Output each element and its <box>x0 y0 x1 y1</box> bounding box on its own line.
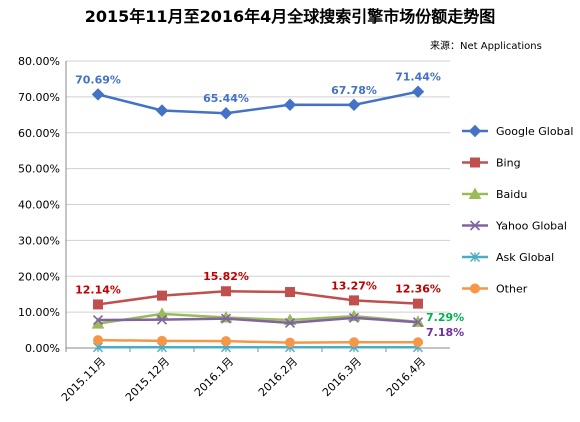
y-tick-label: 70.00% <box>18 91 60 104</box>
series-line <box>97 90 419 115</box>
x-tick-label: 2016.3月 <box>320 355 364 399</box>
data-point-marker <box>219 107 233 120</box>
data-point-marker <box>347 98 361 112</box>
data-point-marker <box>157 290 167 301</box>
x-tick-label: 2015.11月 <box>59 355 108 404</box>
grid-layer <box>66 60 450 349</box>
legend-marker <box>470 252 480 262</box>
legend-label: Bing <box>496 157 521 170</box>
legend-marker <box>468 124 482 138</box>
y-tick-label: 30.00% <box>18 234 60 247</box>
y-tick-label: 10.00% <box>18 306 60 319</box>
y-tick-label: 60.00% <box>18 127 60 140</box>
x-tick-label: 2015.12月 <box>123 355 172 404</box>
legend-item: Other <box>462 283 528 296</box>
legend-item: Bing <box>462 157 521 170</box>
legend-marker <box>468 187 482 199</box>
data-point-marker <box>221 336 231 347</box>
data-label: 67.78% <box>331 84 377 97</box>
data-label: 70.69% <box>75 73 121 86</box>
y-tick-label: 0.00% <box>25 342 60 355</box>
data-point-marker <box>92 314 104 326</box>
data-point-marker <box>155 104 169 117</box>
legend-label: Baidu <box>496 188 527 201</box>
data-label: 71.44% <box>395 71 441 84</box>
data-point-marker <box>283 98 297 111</box>
data-label: 65.44% <box>203 92 249 105</box>
y-tick-label: 20.00% <box>18 270 60 283</box>
data-point-marker <box>411 85 425 98</box>
series-1 <box>93 286 423 310</box>
data-point-marker <box>413 337 423 348</box>
data-label: 7.29% <box>426 311 464 324</box>
x-tick-label: 2016.2月 <box>256 355 300 399</box>
x-tick-label: 2016.1月 <box>192 355 236 399</box>
y-tick-label: 40.00% <box>18 199 60 212</box>
data-label: 12.14% <box>75 283 121 296</box>
legend-marker <box>470 283 480 294</box>
data-point-marker <box>284 317 296 328</box>
axis-layer: 0.00% 10.00% 20.00% 30.00% 40.00% 50.00% 60.00… <box>18 55 450 404</box>
data-label: 12.36% <box>395 283 441 296</box>
data-point-marker <box>349 295 359 306</box>
x-tick-label: 2016.4月 <box>384 355 428 399</box>
data-point-marker <box>157 335 167 346</box>
legend-label: Ask Global <box>496 251 554 264</box>
data-point-marker <box>413 298 423 309</box>
legend-item: Yahoo Global <box>462 220 567 233</box>
chart-title: 2015年11月至2016年4月全球搜索引擎市场份额走势图 <box>85 7 495 26</box>
chart-source: 来源：Net Applications <box>430 39 542 52</box>
data-point-marker <box>285 287 295 298</box>
data-point-marker <box>412 317 424 328</box>
legend-item: Baidu <box>462 187 527 201</box>
y-tick-label: 50.00% <box>18 163 60 176</box>
data-point-marker <box>285 337 295 348</box>
legend-label: Other <box>496 283 528 296</box>
data-point-marker <box>349 337 359 348</box>
y-tick-label: 80.00% <box>18 55 60 68</box>
data-label: 13.27% <box>331 279 377 292</box>
series-line <box>97 316 419 325</box>
legend-item: Google Global <box>462 124 573 138</box>
data-label: 15.82% <box>203 270 249 283</box>
legend-label: Google Global <box>496 125 573 138</box>
series-layer <box>91 85 425 353</box>
data-point-marker <box>156 314 168 325</box>
data-label: 7.18% <box>426 326 464 339</box>
data-point-marker <box>220 313 232 324</box>
data-label-layer: 70.69% 65.44% 67.78% 71.44% 12.14% 15.82% 13.2… <box>75 71 464 340</box>
legend-item: Ask Global <box>462 251 554 264</box>
series-line <box>97 312 419 325</box>
series-3 <box>92 312 424 328</box>
legend-marker <box>469 220 481 231</box>
data-point-marker <box>221 286 231 297</box>
legend-label: Yahoo Global <box>495 220 567 233</box>
data-point-marker <box>93 299 103 310</box>
series-line <box>97 338 418 344</box>
data-point-marker <box>91 88 105 101</box>
series-0 <box>91 85 425 120</box>
data-point-marker <box>93 335 103 346</box>
legend-marker <box>470 157 480 168</box>
series-5 <box>93 335 423 348</box>
data-point-marker <box>348 312 360 323</box>
legend: Google Global Bing Baidu Yahoo Global Ask Gl… <box>462 124 573 296</box>
series-line <box>97 289 419 306</box>
